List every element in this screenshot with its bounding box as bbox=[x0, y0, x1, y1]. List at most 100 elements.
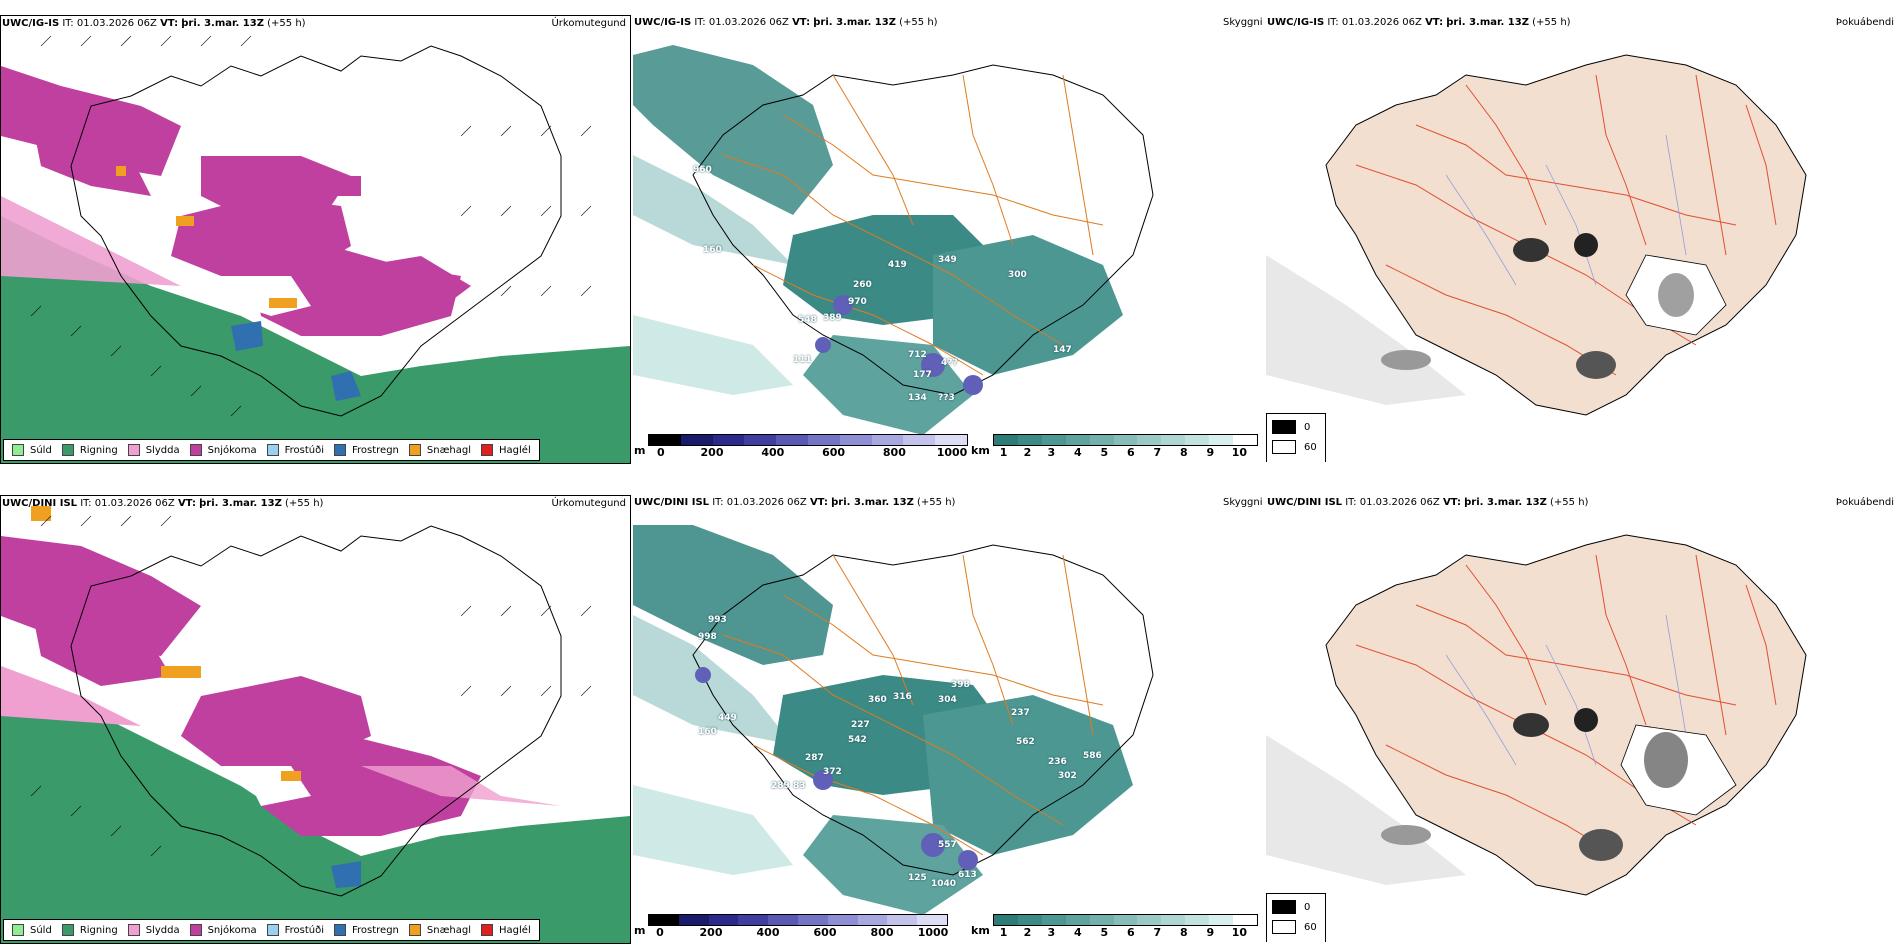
swatch-sleet bbox=[127, 444, 140, 456]
value-label: 227 bbox=[851, 720, 870, 730]
cloudbase-colorbar-row1: m 0 200 400 600 800 1000 bbox=[634, 434, 968, 460]
swatch-snow bbox=[189, 444, 202, 456]
precip-legend-row2: Súld Rigning Slydda Snjókoma Frostúði Fr… bbox=[3, 919, 540, 941]
model-name: UWC/IG-IS bbox=[1267, 17, 1325, 28]
precip-header-row2: UWC/DINI ISL IT: 01.03.2026 06Z VT: þri.… bbox=[2, 498, 323, 509]
cloudbase-unit: m bbox=[634, 924, 646, 937]
value-label: 134 bbox=[908, 393, 927, 403]
model-name: UWC/IG-IS bbox=[2, 18, 60, 29]
value-label: 302 bbox=[1058, 771, 1077, 781]
precip-panel-row1: UWC/IG-IS IT: 01.03.2026 06Z VT: þri. 3.… bbox=[0, 15, 631, 464]
vt-label: VT: bbox=[1442, 497, 1461, 508]
value-label: 1040 bbox=[931, 879, 957, 889]
swatch-freezing-drizzle bbox=[266, 444, 279, 456]
fog-legend-row1: 0 60 bbox=[1266, 413, 1326, 462]
value-label: 349 bbox=[938, 255, 957, 265]
fog-swatch-0 bbox=[1272, 420, 1296, 434]
vis-header-row2: UWC/DINI ISL IT: 01.03.2026 06Z VT: þri.… bbox=[634, 497, 955, 508]
cloudbase-bar bbox=[648, 914, 948, 926]
init-time: IT: 01.03.2026 06Z bbox=[80, 498, 175, 509]
value-label: 289 bbox=[771, 781, 790, 791]
swatch-snow-pellets bbox=[408, 924, 421, 936]
visibility-map-row1 bbox=[633, 45, 1154, 435]
visibility-map-row2 bbox=[633, 525, 1154, 915]
value-label: 419 bbox=[888, 260, 907, 270]
legend-item: Súld bbox=[12, 444, 52, 456]
legend-item: Frostúði bbox=[266, 444, 324, 456]
swatch-snow-pellets bbox=[408, 444, 421, 456]
value-label: 177 bbox=[913, 370, 932, 380]
value-label: 237 bbox=[1011, 708, 1030, 718]
visibility-ticks: 1 2 3 4 5 6 7 8 9 10 bbox=[999, 446, 1248, 459]
fog-panel-row2: UWC/DINI ISL IT: 01.03.2026 06Z VT: þri.… bbox=[1266, 495, 1898, 942]
visibility-unit: km bbox=[971, 924, 990, 937]
value-label: 970 bbox=[848, 297, 867, 307]
cloudbase-ticks: 0 200 400 600 800 1000 bbox=[656, 926, 949, 939]
fog-swatch-60 bbox=[1272, 440, 1296, 454]
legend-item: Súld bbox=[12, 924, 52, 936]
value-label: 998 bbox=[698, 632, 717, 642]
visibility-colorbar-row1: km 1 2 3 4 5 6 7 8 9 10 bbox=[971, 434, 1258, 460]
precip-header-row1: UWC/IG-IS IT: 01.03.2026 06Z VT: þri. 3.… bbox=[2, 18, 306, 29]
swatch-rain bbox=[61, 444, 74, 456]
fog-panel-row1: UWC/IG-IS IT: 01.03.2026 06Z VT: þri. 3.… bbox=[1266, 15, 1898, 462]
fog-header-row2: UWC/DINI ISL IT: 01.03.2026 06Z VT: þri.… bbox=[1267, 497, 1588, 508]
legend-item: Rigning bbox=[61, 924, 118, 936]
value-label: 160 bbox=[703, 245, 722, 255]
init-time: IT: 01.03.2026 06Z bbox=[712, 497, 807, 508]
model-name: UWC/IG-IS bbox=[634, 17, 692, 28]
valid-time: þri. 3.mar. 13Z bbox=[1464, 497, 1547, 508]
vt-label: VT: bbox=[809, 497, 828, 508]
legend-item: Frostregn bbox=[334, 924, 399, 936]
lead-time: (+55 h) bbox=[1532, 17, 1571, 28]
value-label: 360 bbox=[868, 695, 887, 705]
swatch-freezing-drizzle bbox=[266, 924, 279, 936]
fog-legend-row2: 0 60 bbox=[1266, 893, 1326, 942]
visibility-bar bbox=[993, 434, 1258, 446]
value-label: 300 bbox=[1008, 270, 1027, 280]
value-label: 542 bbox=[848, 735, 867, 745]
value-label: 83 bbox=[793, 781, 806, 791]
cloudbase-unit: m bbox=[634, 444, 646, 457]
fog-title: Þokuábendi bbox=[1835, 17, 1894, 28]
value-label: 586 bbox=[1083, 751, 1102, 761]
lead-time: (+55 h) bbox=[267, 18, 306, 29]
legend-item: Slydda bbox=[127, 924, 180, 936]
vt-label: VT: bbox=[792, 17, 811, 28]
visibility-unit: km bbox=[971, 444, 990, 457]
cloud-title: Skyggni bbox=[1223, 17, 1263, 28]
swatch-hail bbox=[481, 444, 494, 456]
cloudbase-bar bbox=[648, 434, 968, 446]
valid-time: þri. 3.mar. 13Z bbox=[813, 17, 896, 28]
legend-item: Snæhagl bbox=[408, 444, 471, 456]
fog-map-row1 bbox=[1266, 54, 1807, 416]
value-label: 147 bbox=[1053, 345, 1072, 355]
legend-item: Rigning bbox=[61, 444, 118, 456]
init-time: IT: 01.03.2026 06Z bbox=[1345, 497, 1440, 508]
swatch-freezing-rain bbox=[334, 444, 346, 456]
value-label: 4?? bbox=[941, 358, 958, 368]
precip-panel-row2: UWC/DINI ISL IT: 01.03.2026 06Z VT: þri.… bbox=[0, 495, 631, 944]
vt-label: VT: bbox=[160, 18, 179, 29]
legend-item: Slydda bbox=[127, 444, 180, 456]
vt-label: VT: bbox=[177, 498, 196, 509]
lead-time: (+55 h) bbox=[917, 497, 956, 508]
visibility-colorbar-row2: km 1 2 3 4 5 6 7 8 9 10 bbox=[971, 914, 1258, 940]
fog-header-row1: UWC/IG-IS IT: 01.03.2026 06Z VT: þri. 3.… bbox=[1267, 17, 1571, 28]
lead-time: (+55 h) bbox=[1550, 497, 1589, 508]
value-label: 287 bbox=[805, 753, 824, 763]
valid-time: þri. 3.mar. 13Z bbox=[831, 497, 914, 508]
cloud-title: Skyggni bbox=[1223, 497, 1263, 508]
value-label: ??3 bbox=[938, 393, 955, 403]
fog-swatch-0 bbox=[1272, 900, 1296, 914]
valid-time: þri. 3.mar. 13Z bbox=[181, 18, 264, 29]
model-name: UWC/DINI ISL bbox=[634, 497, 710, 508]
swatch-freezing-rain bbox=[334, 924, 346, 936]
value-label: 613 bbox=[958, 870, 977, 880]
value-label: 389 bbox=[823, 313, 842, 323]
precip-legend-row1: Súld Rigning Slydda Snjókoma Frostúði Fr… bbox=[3, 439, 540, 461]
value-label: 712 bbox=[908, 350, 927, 360]
visibility-bar bbox=[993, 914, 1258, 926]
legend-item: Snjókoma bbox=[189, 444, 257, 456]
legend-item: Frostúði bbox=[266, 924, 324, 936]
